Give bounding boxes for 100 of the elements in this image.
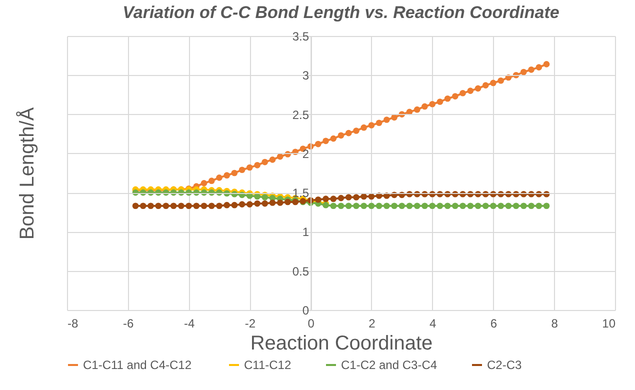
point	[360, 193, 367, 200]
point	[474, 202, 482, 210]
point	[368, 193, 375, 200]
point	[353, 128, 360, 134]
point	[216, 174, 222, 181]
point	[543, 202, 550, 210]
point	[322, 138, 329, 144]
y-tick-label: 3.5	[292, 30, 310, 44]
x-tick-label: -6	[123, 316, 134, 330]
point	[132, 202, 139, 210]
legend-label: C1-C11 and C4-C12	[83, 358, 192, 372]
point	[360, 202, 367, 210]
point	[200, 202, 208, 210]
point	[208, 178, 215, 184]
legend-label: C1-C2 and C3-C4	[341, 358, 438, 372]
point	[269, 156, 276, 163]
point	[460, 90, 466, 96]
point	[474, 85, 482, 92]
point	[231, 170, 238, 176]
point	[498, 202, 504, 210]
point	[520, 68, 527, 76]
point	[490, 80, 496, 86]
point	[338, 194, 344, 202]
point	[429, 202, 436, 210]
point	[262, 200, 268, 207]
point	[460, 202, 466, 210]
point	[490, 202, 496, 210]
point	[528, 66, 534, 73]
point	[543, 61, 550, 68]
point	[498, 77, 504, 84]
point	[155, 202, 162, 210]
point	[330, 135, 337, 142]
point	[536, 202, 542, 210]
x-tick-label: 4	[429, 316, 436, 330]
x-tick-label: -2	[244, 316, 256, 330]
point	[414, 106, 420, 113]
point	[224, 202, 230, 208]
point	[452, 202, 458, 210]
point	[376, 202, 382, 210]
point	[140, 202, 146, 210]
point	[238, 201, 246, 208]
point	[345, 202, 352, 210]
y-tick-label: 2.5	[292, 108, 310, 122]
point	[528, 202, 534, 210]
point	[193, 202, 200, 210]
chart-title: Variation of C-C Bond Length vs. Reaction Coordinate	[122, 3, 560, 22]
y-tick-label: 0	[302, 304, 310, 318]
point	[505, 202, 512, 210]
point	[422, 202, 428, 210]
y-tick-label: 0.5	[292, 264, 310, 278]
point	[384, 116, 390, 123]
point	[406, 202, 413, 210]
y-tick-label: 1	[302, 225, 310, 240]
point	[452, 93, 458, 100]
point	[338, 132, 344, 139]
point	[444, 202, 451, 210]
point	[384, 202, 390, 210]
x-tick-label: -8	[68, 316, 78, 330]
point	[224, 172, 230, 179]
point	[200, 180, 208, 186]
point	[254, 193, 260, 200]
point	[482, 82, 489, 88]
point	[398, 202, 406, 210]
point	[467, 88, 474, 94]
legend-label: C11-C12	[244, 358, 292, 372]
x-tick-label: 6	[490, 316, 498, 330]
point	[186, 202, 192, 210]
point	[162, 202, 170, 210]
point	[422, 103, 428, 110]
y-tick-label: 2	[302, 146, 310, 161]
point	[276, 200, 284, 206]
point	[338, 202, 344, 210]
point	[315, 140, 322, 148]
point	[246, 164, 253, 171]
point	[429, 100, 436, 108]
point	[246, 201, 253, 208]
point	[512, 202, 520, 210]
point	[360, 124, 367, 131]
point	[262, 194, 268, 200]
x-axis-title: Reaction Coordinate	[250, 332, 433, 354]
point	[467, 202, 474, 210]
point	[178, 202, 184, 210]
x-tick-label: -4	[184, 316, 195, 330]
point	[353, 202, 360, 210]
point	[436, 202, 444, 210]
point	[368, 202, 375, 210]
point	[269, 200, 276, 206]
point	[254, 200, 260, 207]
point	[368, 122, 375, 128]
point	[322, 196, 329, 202]
point	[436, 98, 444, 105]
point	[262, 158, 268, 166]
point	[391, 202, 398, 210]
point	[444, 95, 451, 102]
point	[376, 120, 382, 126]
x-tick-label: 8	[551, 316, 558, 330]
point	[345, 194, 352, 200]
point	[208, 202, 215, 210]
point	[482, 202, 489, 210]
point	[276, 153, 284, 160]
